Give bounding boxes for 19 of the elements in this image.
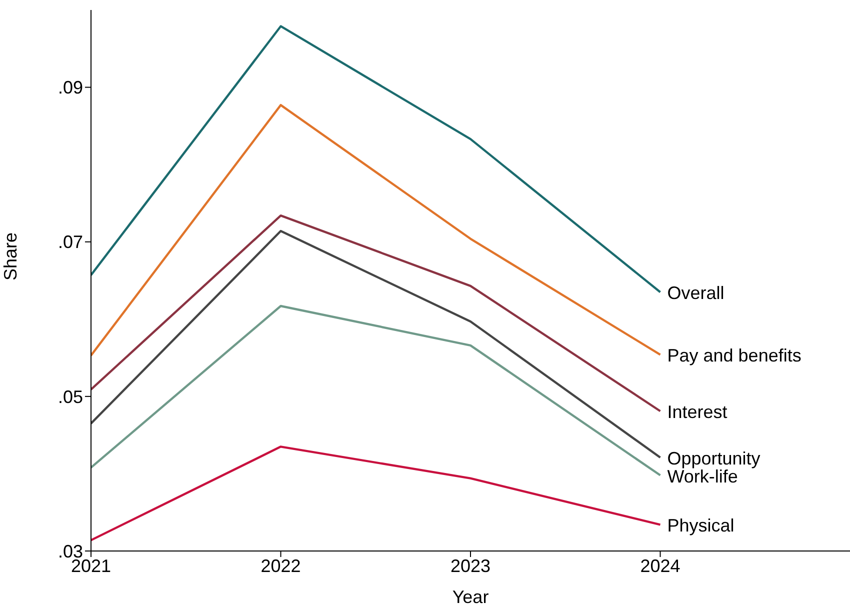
y-axis-title: Share (0, 232, 20, 280)
y-tick-label: .05 (58, 386, 83, 407)
x-tick-label: 2022 (260, 556, 301, 576)
line-series (91, 446, 662, 542)
series-label: Physical (667, 516, 734, 536)
x-tick-label: 2023 (450, 556, 491, 576)
line-series (91, 104, 662, 357)
series-label: Pay and benefits (667, 346, 802, 366)
line-series (91, 25, 662, 294)
series-label: Opportunity (667, 448, 760, 468)
series-label: Overall (667, 283, 724, 304)
series-label: Interest (667, 402, 728, 422)
x-tick-label: 2024 (640, 556, 680, 576)
line-series (91, 304, 662, 476)
x-axis-title: Year (452, 587, 489, 607)
y-tick-label: .09 (58, 78, 83, 98)
line-series (91, 214, 662, 412)
line-series (91, 230, 662, 459)
y-tick-label: .07 (58, 232, 83, 252)
